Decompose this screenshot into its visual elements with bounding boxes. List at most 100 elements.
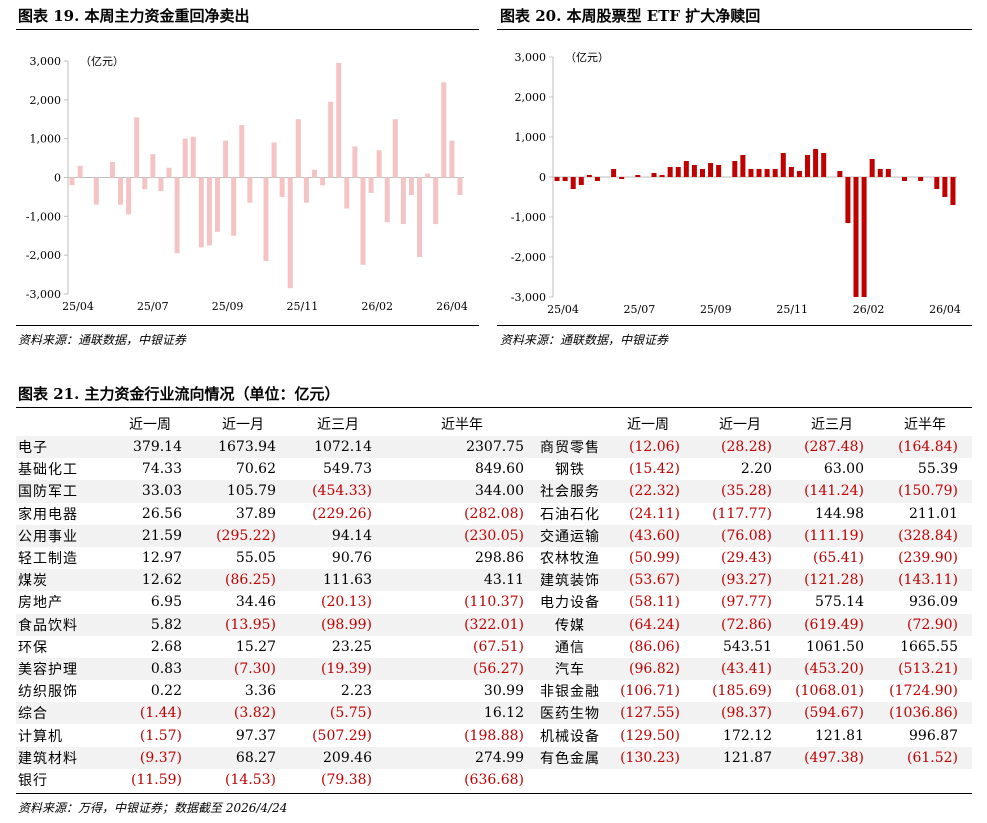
flow-value: (110.37)	[464, 594, 524, 611]
bar	[142, 177, 148, 190]
bar	[821, 153, 827, 177]
industry-name: 纺织服饰	[18, 684, 78, 701]
bar	[93, 177, 99, 205]
flow-value: (43.41)	[694, 657, 786, 681]
bar	[206, 177, 212, 246]
flow-value: (15.42)	[628, 461, 680, 478]
fig20-title: 图表 20. 本周股票型 ETF 扩大净赎回	[500, 7, 761, 25]
x-tick-label: 25/04	[62, 300, 94, 313]
flow-value: 97.37	[235, 727, 276, 744]
y-tick-label: -3,000	[511, 291, 546, 304]
y-unit-label: （亿元）	[565, 51, 609, 64]
bar	[554, 177, 560, 181]
bar	[223, 140, 229, 178]
x-tick-label: 25/07	[624, 303, 656, 316]
bar	[651, 173, 657, 177]
table-row: 房地产 6.95 34.46 (20.13) (110.37) 电力设备 (58.11) (9…	[16, 591, 972, 613]
flow-value: (1068.01)	[795, 683, 864, 700]
bar	[368, 177, 374, 194]
bar	[950, 177, 956, 205]
flow-value: 26.56	[141, 505, 182, 522]
flow-value: (24.11)	[628, 505, 680, 522]
industry-name: 机械设备	[540, 728, 600, 745]
flow-value: (64.24)	[602, 613, 694, 636]
flow-value: (1.57)	[139, 727, 182, 744]
industry-name: 煤炭	[16, 569, 104, 592]
flow-value: 15.27	[235, 638, 276, 655]
table-header-row: 近一周 近一月 近三月 近半年 近一周 近一月 近三月 近半年	[16, 412, 972, 436]
flow-value: 43.11	[386, 569, 538, 592]
table-row: 银行 (11.59) (14.53) (79.38) (636.68)	[16, 769, 972, 791]
flow-value: 1061.50	[806, 638, 864, 655]
flow-value: 16.12	[386, 702, 538, 725]
flow-value: (79.38)	[320, 771, 372, 788]
flow-value: (28.28)	[694, 436, 786, 459]
bar	[732, 161, 738, 177]
bar	[174, 177, 180, 254]
y-tick-label: -2,000	[26, 249, 61, 262]
fig20-chart: 3,000 2,000 1,000 0 -1,000 -2,000 -3,000 （亿元） 25…	[511, 51, 961, 316]
flow-value: (619.49)	[786, 613, 878, 636]
bar	[134, 117, 140, 178]
flow-value: (150.79)	[878, 480, 972, 503]
bar	[320, 177, 326, 186]
bar	[869, 159, 875, 177]
table-row: 综合 (1.44) (3.82) (5.75) 16.12 医药生物 (127.55) (98…	[16, 702, 972, 725]
flow-value: (1.44)	[104, 702, 196, 725]
bar	[352, 146, 358, 178]
bar	[384, 177, 390, 223]
flow-value: 12.97	[141, 550, 182, 567]
bar	[594, 177, 600, 181]
flow-value: 575.14	[815, 594, 864, 611]
bar	[570, 177, 576, 189]
bar	[239, 125, 245, 178]
table-row: 计算机 (1.57) 97.37 (507.29) (198.88) 机械设备 (129.5…	[16, 724, 972, 746]
flow-value: 121.87	[694, 746, 786, 769]
flow-value: 6.95	[150, 594, 182, 611]
flow-value: (12.06)	[602, 436, 694, 459]
y-tick-label: -1,000	[26, 210, 61, 223]
flow-value: (35.28)	[694, 480, 786, 503]
bar	[918, 177, 924, 181]
fig19-source-rule	[16, 325, 479, 326]
bar	[877, 169, 883, 177]
flow-value: (322.01)	[386, 613, 538, 636]
fig21-title: 图表 21. 主力资金行业流向情况（单位：亿元）	[18, 385, 340, 403]
col-header: 近一周	[129, 417, 171, 433]
flow-value: (143.11)	[878, 569, 972, 592]
flow-value: (1724.90)	[889, 683, 958, 700]
bar	[231, 177, 237, 236]
flow-value: (86.06)	[628, 638, 680, 655]
bar	[659, 175, 665, 177]
flow-value: 55.05	[235, 550, 276, 567]
flow-value: (198.88)	[464, 727, 524, 744]
x-tick-label: 25/09	[212, 300, 244, 313]
flow-value: (19.39)	[290, 657, 386, 681]
bar	[247, 177, 253, 203]
flow-value: 298.86	[475, 550, 524, 567]
bar	[392, 119, 398, 178]
flow-value: 70.62	[235, 461, 276, 478]
industry-name: 电子	[16, 436, 104, 459]
flow-value: (61.52)	[878, 746, 972, 769]
bar	[562, 177, 568, 181]
y-tick-label: 2,000	[30, 94, 62, 107]
col-header	[538, 412, 602, 436]
table-row: 电子 379.14 1673.94 1072.14 2307.75 商贸零售 (12.06)…	[16, 436, 972, 459]
bar	[360, 177, 366, 265]
flow-value: 996.87	[909, 727, 958, 744]
bar	[740, 155, 746, 177]
flow-value: 94.14	[290, 524, 386, 547]
flow-value: (13.95)	[196, 613, 290, 636]
y-tick-label: -2,000	[511, 251, 546, 264]
bar	[303, 177, 309, 203]
bar	[756, 169, 762, 177]
bar	[837, 171, 843, 177]
table-row: 基础化工 74.33 70.62 549.73 849.60 钢铁 (15.42) 2.20 6…	[16, 458, 972, 480]
x-tick-label: 26/04	[929, 303, 961, 316]
flow-value: (7.30)	[196, 657, 290, 681]
flow-value: (65.41)	[812, 550, 864, 567]
flow-value: 37.89	[235, 505, 276, 522]
flow-value: 144.98	[815, 505, 864, 522]
industry-name: 通信	[555, 639, 585, 656]
